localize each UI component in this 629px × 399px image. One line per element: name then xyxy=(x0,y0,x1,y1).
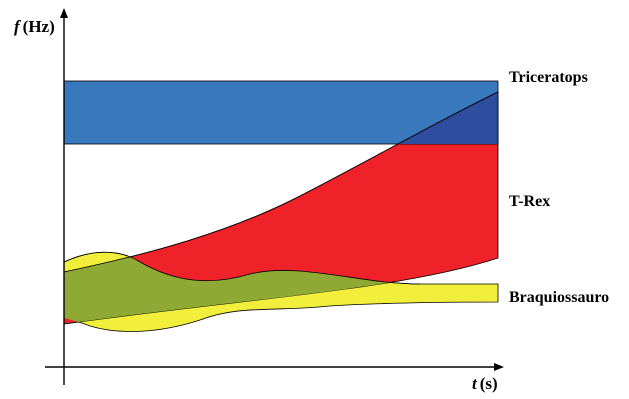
y-axis-label: f (Hz) xyxy=(14,17,55,36)
x-axis-label: t (s) xyxy=(472,374,498,393)
triceratops-label: Triceratops xyxy=(509,69,588,86)
braquiossauro-label: Braquiossauro xyxy=(509,289,609,306)
y-axis-arrow-icon xyxy=(60,8,68,18)
trex-label: T-Rex xyxy=(509,193,550,210)
x-axis-arrow-icon xyxy=(494,363,504,371)
